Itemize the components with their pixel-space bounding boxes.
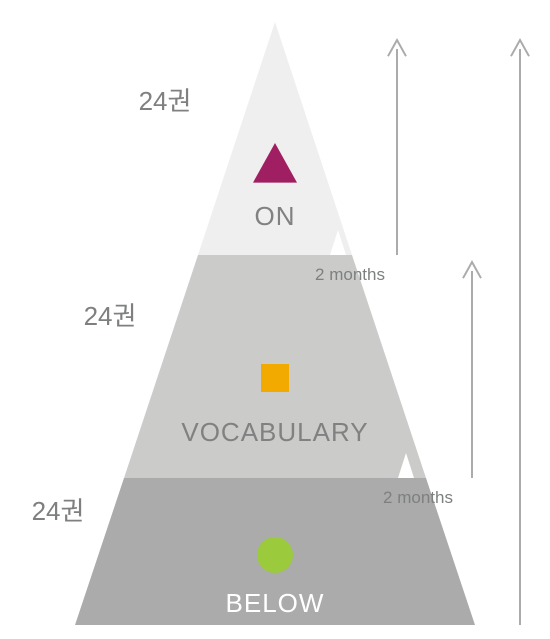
- duration-label-0: 2 months: [315, 265, 385, 284]
- duration-label-1: 2 months: [383, 488, 453, 507]
- layer-label-middle: VOCABULARY: [181, 417, 368, 447]
- count-label-middle: 24권: [84, 301, 137, 331]
- count-label-top: 24권: [139, 86, 192, 116]
- circle-icon: [257, 537, 293, 573]
- layer-label-top: ON: [255, 201, 296, 231]
- layer-label-bottom: BELOW: [226, 588, 325, 618]
- count-label-bottom: 24권: [32, 496, 85, 526]
- square-icon: [261, 364, 289, 392]
